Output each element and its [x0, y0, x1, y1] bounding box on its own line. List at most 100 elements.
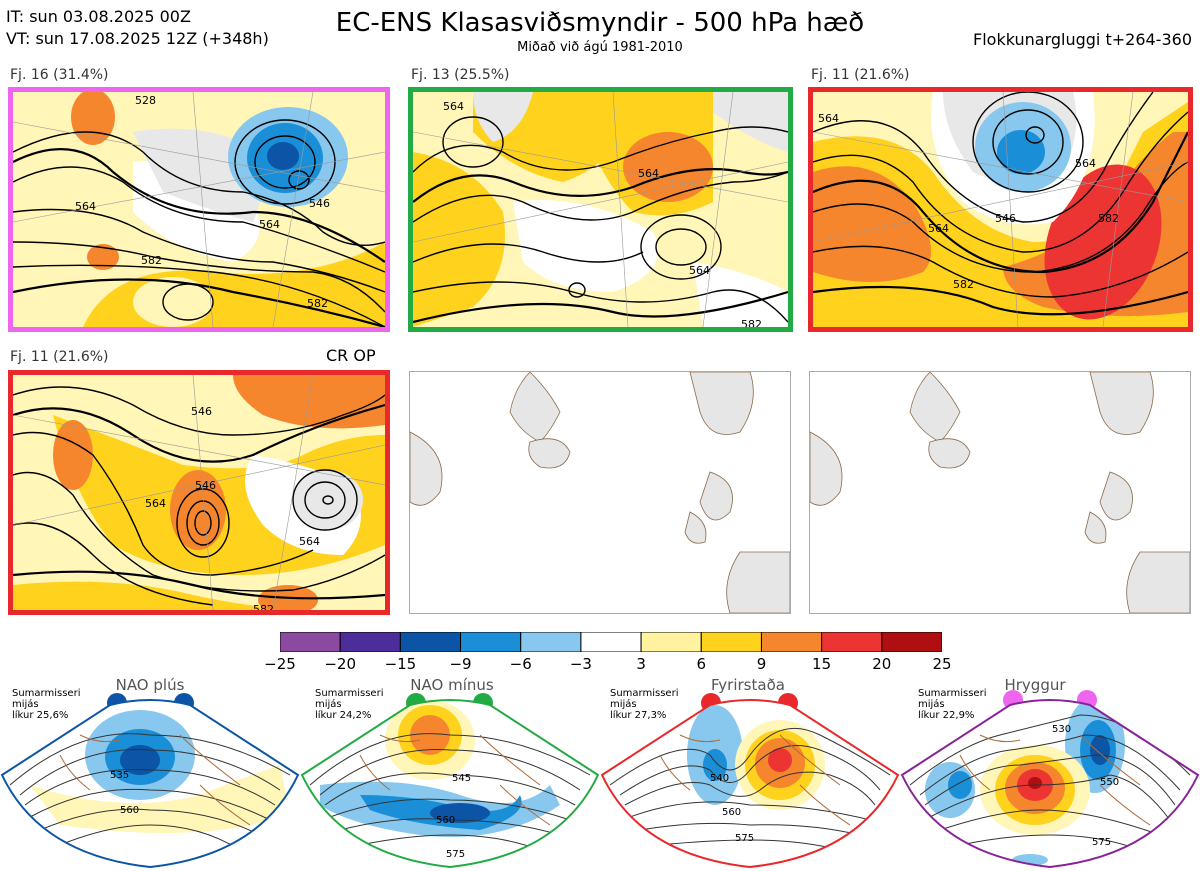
page-title: EC-ENS Klasasviðsmyndir - 500 hPa hæð: [335, 8, 865, 38]
colorbar-tick: 25: [932, 655, 952, 673]
classification-window: Flokkunargluggi t+264-360: [973, 30, 1192, 49]
colorbar-svg: [279, 631, 943, 653]
empty-map-2-svg: [810, 372, 1190, 613]
p2-contour-2: 564: [638, 167, 659, 180]
colorbar-segment: [700, 631, 762, 653]
header-info: IT: sun 03.08.2025 00Z VT: sun 17.08.202…: [6, 6, 269, 50]
colorbar-tick: −25: [264, 655, 296, 673]
colorbar-tick: −9: [449, 655, 472, 673]
colorbar-segment: [399, 631, 462, 653]
empty-map-1-svg: [410, 372, 790, 613]
cluster-map-panel-4: 546 546 564 564 582: [8, 370, 390, 615]
regime-2-desc-line: líkur 24,2%: [315, 710, 372, 721]
r3-contour-1: 540: [710, 773, 729, 784]
page-subtitle: Miðað við ágú 1981-2010: [517, 40, 683, 55]
regime-1-map: 535 560: [0, 699, 300, 869]
panel-3-label: Fj. 11 (21.6%): [811, 67, 910, 83]
regime-3-desc-line: Sumarmisseri: [610, 688, 679, 699]
p1-contour-5: 582: [141, 254, 162, 267]
p4-contour-3: 564: [145, 497, 166, 510]
regime-3-title: Fyrirstaða: [711, 676, 785, 694]
regime-4-desc-line: mijás: [918, 699, 945, 710]
p1-contour-2: 546: [309, 197, 330, 210]
regime-3-desc: Sumarmisseri mijás líkur 27,3%: [610, 688, 678, 721]
colorbar-segment: [279, 631, 341, 653]
p4-contour-2: 546: [195, 479, 216, 492]
r2-contour-1: 545: [452, 773, 471, 784]
colorbar-tick: −3: [569, 655, 592, 673]
r4-contour-1: 530: [1052, 724, 1071, 735]
cluster-map-panel-2: 564 564 564 582: [408, 87, 793, 332]
colorbar-segment: [760, 631, 823, 653]
p3-contour-1: 546: [995, 212, 1016, 225]
regime-2-title: NAO mínus: [410, 676, 494, 694]
p4-contour-5: 582: [253, 603, 274, 610]
cluster-map-4-svg: 546 546 564 564 582: [13, 375, 385, 610]
colorbar-segment: [460, 631, 522, 653]
colorbar-tick: −20: [324, 655, 357, 673]
p1-contour-1: 528: [135, 94, 156, 107]
regime-3-map: 540 560 575: [600, 699, 900, 869]
p4-contour-4: 564: [299, 535, 320, 548]
colorbar-segment: [640, 631, 702, 653]
empty-map-2: [809, 371, 1191, 614]
p4-contour-1: 546: [191, 405, 212, 418]
regime-4-map: 530 550 575: [900, 699, 1200, 869]
regime-4-title: Hryggur: [1004, 676, 1066, 694]
colorbar-tick: 9: [756, 655, 767, 673]
regime-3-desc-line: líkur 27,3%: [610, 710, 667, 721]
r2-contour-2: 560: [436, 815, 455, 826]
r2-contour-3: 575: [446, 849, 465, 860]
cluster-map-panel-1: 528 546 564 564 582 582: [8, 87, 390, 332]
colorbar-tick: −6: [509, 655, 532, 673]
regime-1-title: NAO plús: [115, 676, 185, 694]
cr-op-label: CR OP: [326, 346, 376, 365]
regime-4-desc-line: Sumarmisseri: [918, 688, 987, 699]
colorbar: [279, 631, 943, 653]
colorbar-tick: 15: [812, 655, 832, 673]
cluster-map-1-svg: 528 546 564 564 582 582: [13, 92, 385, 327]
regime-1-desc-line: mijás: [12, 699, 39, 710]
regime-4-desc-line: líkur 22,9%: [918, 710, 975, 721]
colorbar-tick: −15: [384, 655, 417, 673]
vt-line: VT: sun 17.08.2025 12Z (+348h): [6, 29, 269, 48]
p3-contour-4: 582: [953, 278, 974, 291]
colorbar-segment: [520, 631, 582, 653]
regime-1-desc-line: Sumarmisseri: [12, 688, 81, 699]
p2-contour-1: 564: [443, 100, 464, 113]
r1-contour-2: 560: [120, 805, 139, 816]
colorbar-segment: [821, 631, 883, 653]
colorbar-segment: [881, 631, 943, 653]
colorbar-segment: [580, 631, 642, 653]
regime-2-desc-line: mijás: [315, 699, 342, 710]
panel-4-label: Fj. 11 (21.6%): [10, 349, 109, 365]
cluster-map-2-svg: 564 564 564 582: [413, 92, 788, 327]
colorbar-segment: [339, 631, 401, 653]
regime-2-map: 545 560 575: [300, 699, 600, 869]
p3-contour-6: 564: [818, 112, 839, 125]
cluster-map-panel-3: 546 564 564 582 582 564: [808, 87, 1193, 332]
p1-contour-6: 582: [307, 297, 328, 310]
r4-contour-3: 575: [1092, 837, 1111, 848]
p2-contour-4: 582: [741, 318, 762, 327]
it-line: IT: sun 03.08.2025 00Z: [6, 7, 191, 26]
p2-contour-3: 564: [689, 264, 710, 277]
p3-contour-2: 564: [928, 222, 949, 235]
regime-1-desc: Sumarmisseri mijás líkur 25,6%: [12, 688, 80, 721]
p3-contour-5: 582: [1098, 212, 1119, 225]
colorbar-tick: 6: [696, 655, 707, 673]
colorbar-tick: 3: [636, 655, 646, 673]
regime-2-desc-line: Sumarmisseri: [315, 688, 384, 699]
r3-contour-2: 560: [722, 807, 741, 818]
colorbar-tick: 20: [872, 655, 892, 673]
empty-map-1: [409, 371, 791, 614]
r4-contour-2: 550: [1100, 777, 1119, 788]
colorbar-labels: −25 −20 −15 −9 −6 −3 3 6 9 15 20 25: [264, 655, 951, 675]
regime-4-desc: Sumarmisseri mijás líkur 22,9%: [918, 688, 986, 721]
regime-2-desc: Sumarmisseri mijás líkur 24,2%: [315, 688, 383, 721]
panel-1-label: Fj. 16 (31.4%): [10, 67, 109, 83]
regime-1-desc-line: líkur 25,6%: [12, 710, 69, 721]
cluster-map-3-svg: 546 564 564 582 582 564: [813, 92, 1188, 327]
panel-2-label: Fj. 13 (25.5%): [411, 67, 510, 83]
p1-contour-4: 564: [259, 218, 280, 231]
